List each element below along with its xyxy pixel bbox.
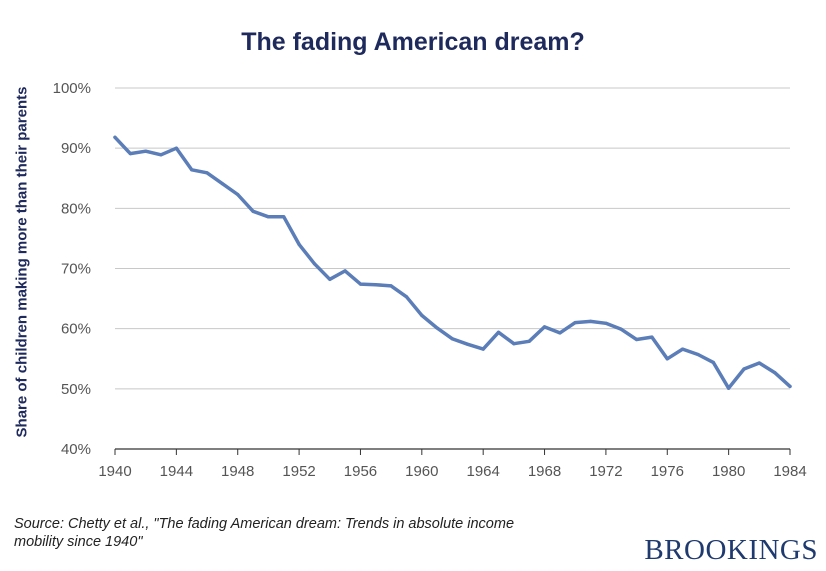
data-point bbox=[466, 342, 470, 346]
x-tick-label: 1952 bbox=[282, 463, 315, 480]
data-point bbox=[174, 146, 178, 150]
data-point bbox=[328, 277, 332, 281]
data-point bbox=[773, 371, 777, 375]
x-tick-label: 1948 bbox=[221, 463, 254, 480]
x-tick-label: 1956 bbox=[344, 463, 377, 480]
data-point bbox=[236, 192, 240, 197]
data-point bbox=[113, 135, 117, 139]
source-line-1: Source: Chetty et al., "The fading Ameri… bbox=[14, 516, 515, 532]
data-point bbox=[696, 352, 700, 357]
chart-title: The fading American dream? bbox=[241, 28, 585, 56]
data-point bbox=[343, 269, 347, 273]
data-point bbox=[312, 262, 316, 266]
brookings-logo: BROOKINGS bbox=[644, 534, 818, 566]
y-tick-label: 100% bbox=[53, 80, 91, 97]
data-point bbox=[159, 153, 163, 157]
y-tick-label: 50% bbox=[61, 381, 91, 398]
data-point bbox=[604, 321, 608, 325]
data-point bbox=[665, 357, 669, 361]
x-tick-label: 1964 bbox=[466, 463, 499, 480]
y-tick-label: 60% bbox=[61, 321, 91, 338]
data-point bbox=[404, 295, 409, 299]
data-point bbox=[205, 171, 209, 175]
x-tick-label: 1976 bbox=[651, 463, 684, 480]
source-line-2: mobility since 1940" bbox=[14, 534, 143, 550]
y-tick-label: 90% bbox=[61, 140, 91, 157]
x-tick-label: 1972 bbox=[589, 463, 622, 480]
data-point bbox=[619, 327, 623, 331]
data-point bbox=[757, 361, 761, 365]
y-tick-label: 80% bbox=[61, 200, 91, 217]
x-tick-label: 1980 bbox=[712, 463, 745, 480]
data-point bbox=[144, 149, 148, 153]
series-line bbox=[113, 135, 792, 390]
data-point bbox=[128, 152, 132, 156]
x-tick-label: 1968 bbox=[528, 463, 561, 480]
x-tick-label: 1960 bbox=[405, 463, 438, 480]
data-point bbox=[420, 313, 424, 317]
source-note: Source: Chetty et al., "The fading Ameri… bbox=[14, 515, 614, 551]
data-point bbox=[542, 325, 547, 329]
x-tick-label: 1940 bbox=[98, 463, 131, 480]
data-point bbox=[251, 209, 255, 213]
data-point bbox=[635, 337, 639, 342]
y-tick-label: 70% bbox=[61, 261, 91, 278]
data-point bbox=[527, 339, 531, 343]
data-point bbox=[435, 326, 439, 330]
data-point bbox=[450, 337, 455, 341]
data-point bbox=[650, 335, 654, 339]
data-point bbox=[481, 347, 485, 351]
data-point bbox=[374, 283, 378, 287]
data-point bbox=[190, 168, 194, 172]
data-point bbox=[573, 321, 577, 325]
x-tick-label: 1984 bbox=[773, 463, 806, 480]
data-point bbox=[681, 347, 685, 351]
data-point bbox=[711, 360, 715, 364]
data-point bbox=[358, 282, 363, 286]
data-point bbox=[266, 215, 270, 219]
data-point bbox=[589, 319, 593, 323]
data-point bbox=[512, 342, 516, 346]
data-point bbox=[742, 367, 746, 371]
y-tick-label: 40% bbox=[61, 441, 91, 458]
data-point bbox=[297, 242, 301, 246]
data-point bbox=[788, 384, 792, 388]
data-point bbox=[558, 331, 562, 335]
x-tick-label: 1944 bbox=[160, 463, 193, 480]
data-point bbox=[727, 386, 731, 390]
data-point bbox=[282, 215, 286, 219]
data-point bbox=[496, 330, 501, 334]
data-point bbox=[389, 284, 393, 288]
data-point bbox=[220, 182, 224, 186]
